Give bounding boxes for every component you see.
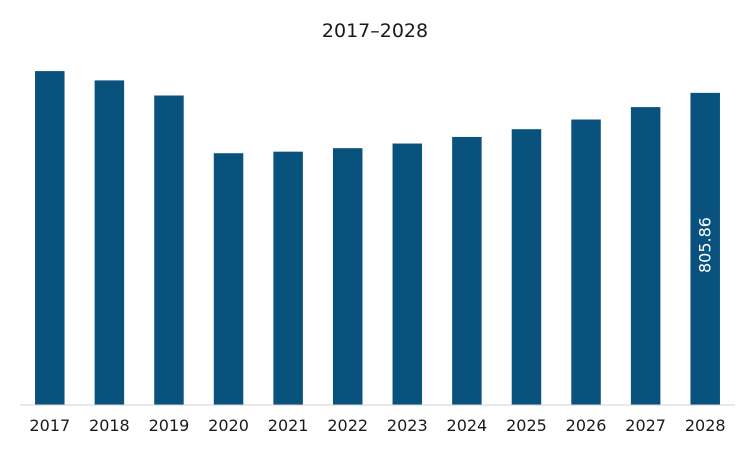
chart-title: 2017–2028 [322, 20, 428, 42]
x-tick-label-2019: 2019 [149, 416, 190, 435]
x-tick-label-2020: 2020 [208, 416, 249, 435]
bar-2020 [213, 153, 244, 405]
x-tick-label-2027: 2027 [625, 416, 666, 435]
data-label-2028: 805.86 [696, 217, 715, 273]
x-tick-label-2025: 2025 [506, 416, 547, 435]
data-labels: 805.86 [696, 217, 715, 273]
bar-2027 [630, 107, 661, 406]
x-tick-label-2017: 2017 [29, 416, 70, 435]
bar-2028 [690, 92, 720, 405]
bar-2022 [332, 148, 363, 405]
bar-2025 [511, 129, 542, 405]
x-tick-label-2022: 2022 [327, 416, 368, 435]
bars-group [35, 71, 720, 406]
x-tick-label-2026: 2026 [566, 416, 607, 435]
x-tick-label-2021: 2021 [268, 416, 309, 435]
x-tick-label-2023: 2023 [387, 416, 428, 435]
x-tick-label-2018: 2018 [89, 416, 130, 435]
bar-2026 [571, 119, 601, 406]
x-tick-label-2024: 2024 [447, 416, 488, 435]
bar-2018 [94, 80, 125, 406]
bar-2021 [273, 151, 303, 405]
x-tick-labels: 2017 2018 2019 2020 2021 2022 2023 2024 2025 2026… [29, 416, 725, 435]
bar-2023 [392, 143, 423, 405]
bar-2017 [35, 71, 65, 405]
bar-2024 [452, 136, 482, 405]
bar-2019 [154, 95, 184, 405]
x-tick-label-2028: 2028 [685, 416, 726, 435]
